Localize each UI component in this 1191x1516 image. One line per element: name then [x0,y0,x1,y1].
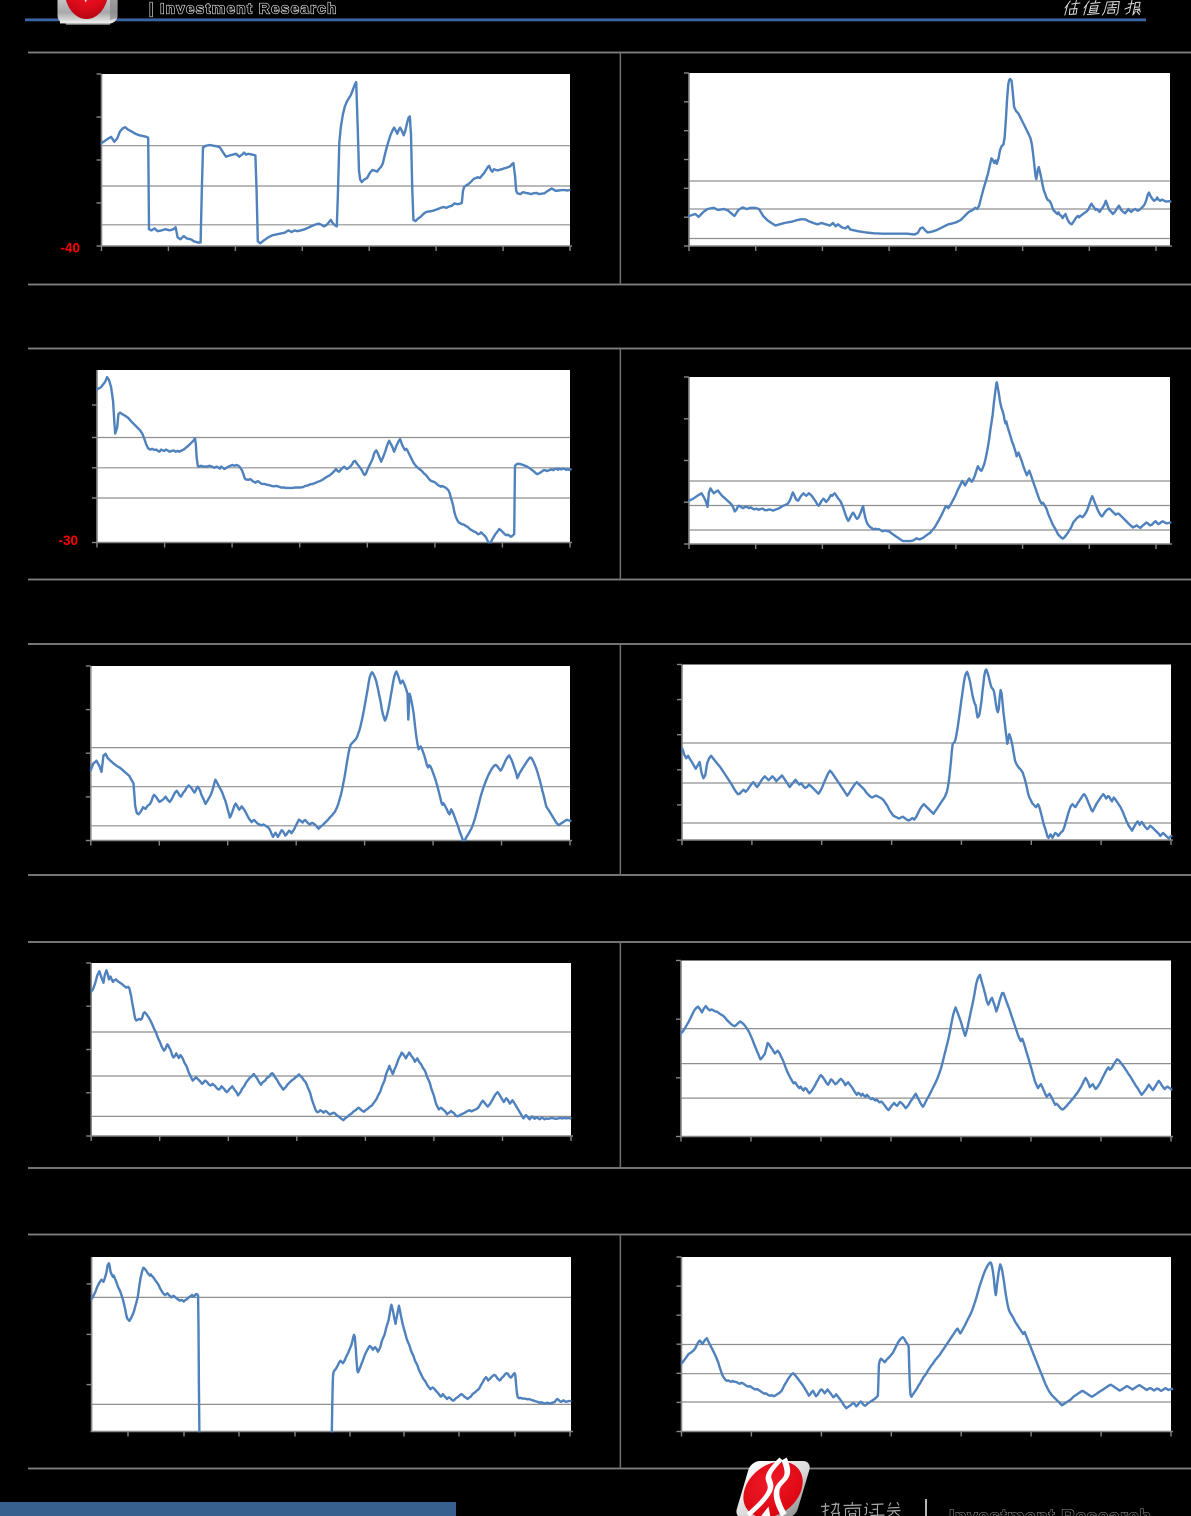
svg-text:-40: -40 [60,241,80,256]
svg-text:| Investment Research: | Investment Research [149,1,338,18]
svg-text:-30: -30 [58,533,78,548]
svg-text:Investment Research: Investment Research [949,1507,1152,1516]
